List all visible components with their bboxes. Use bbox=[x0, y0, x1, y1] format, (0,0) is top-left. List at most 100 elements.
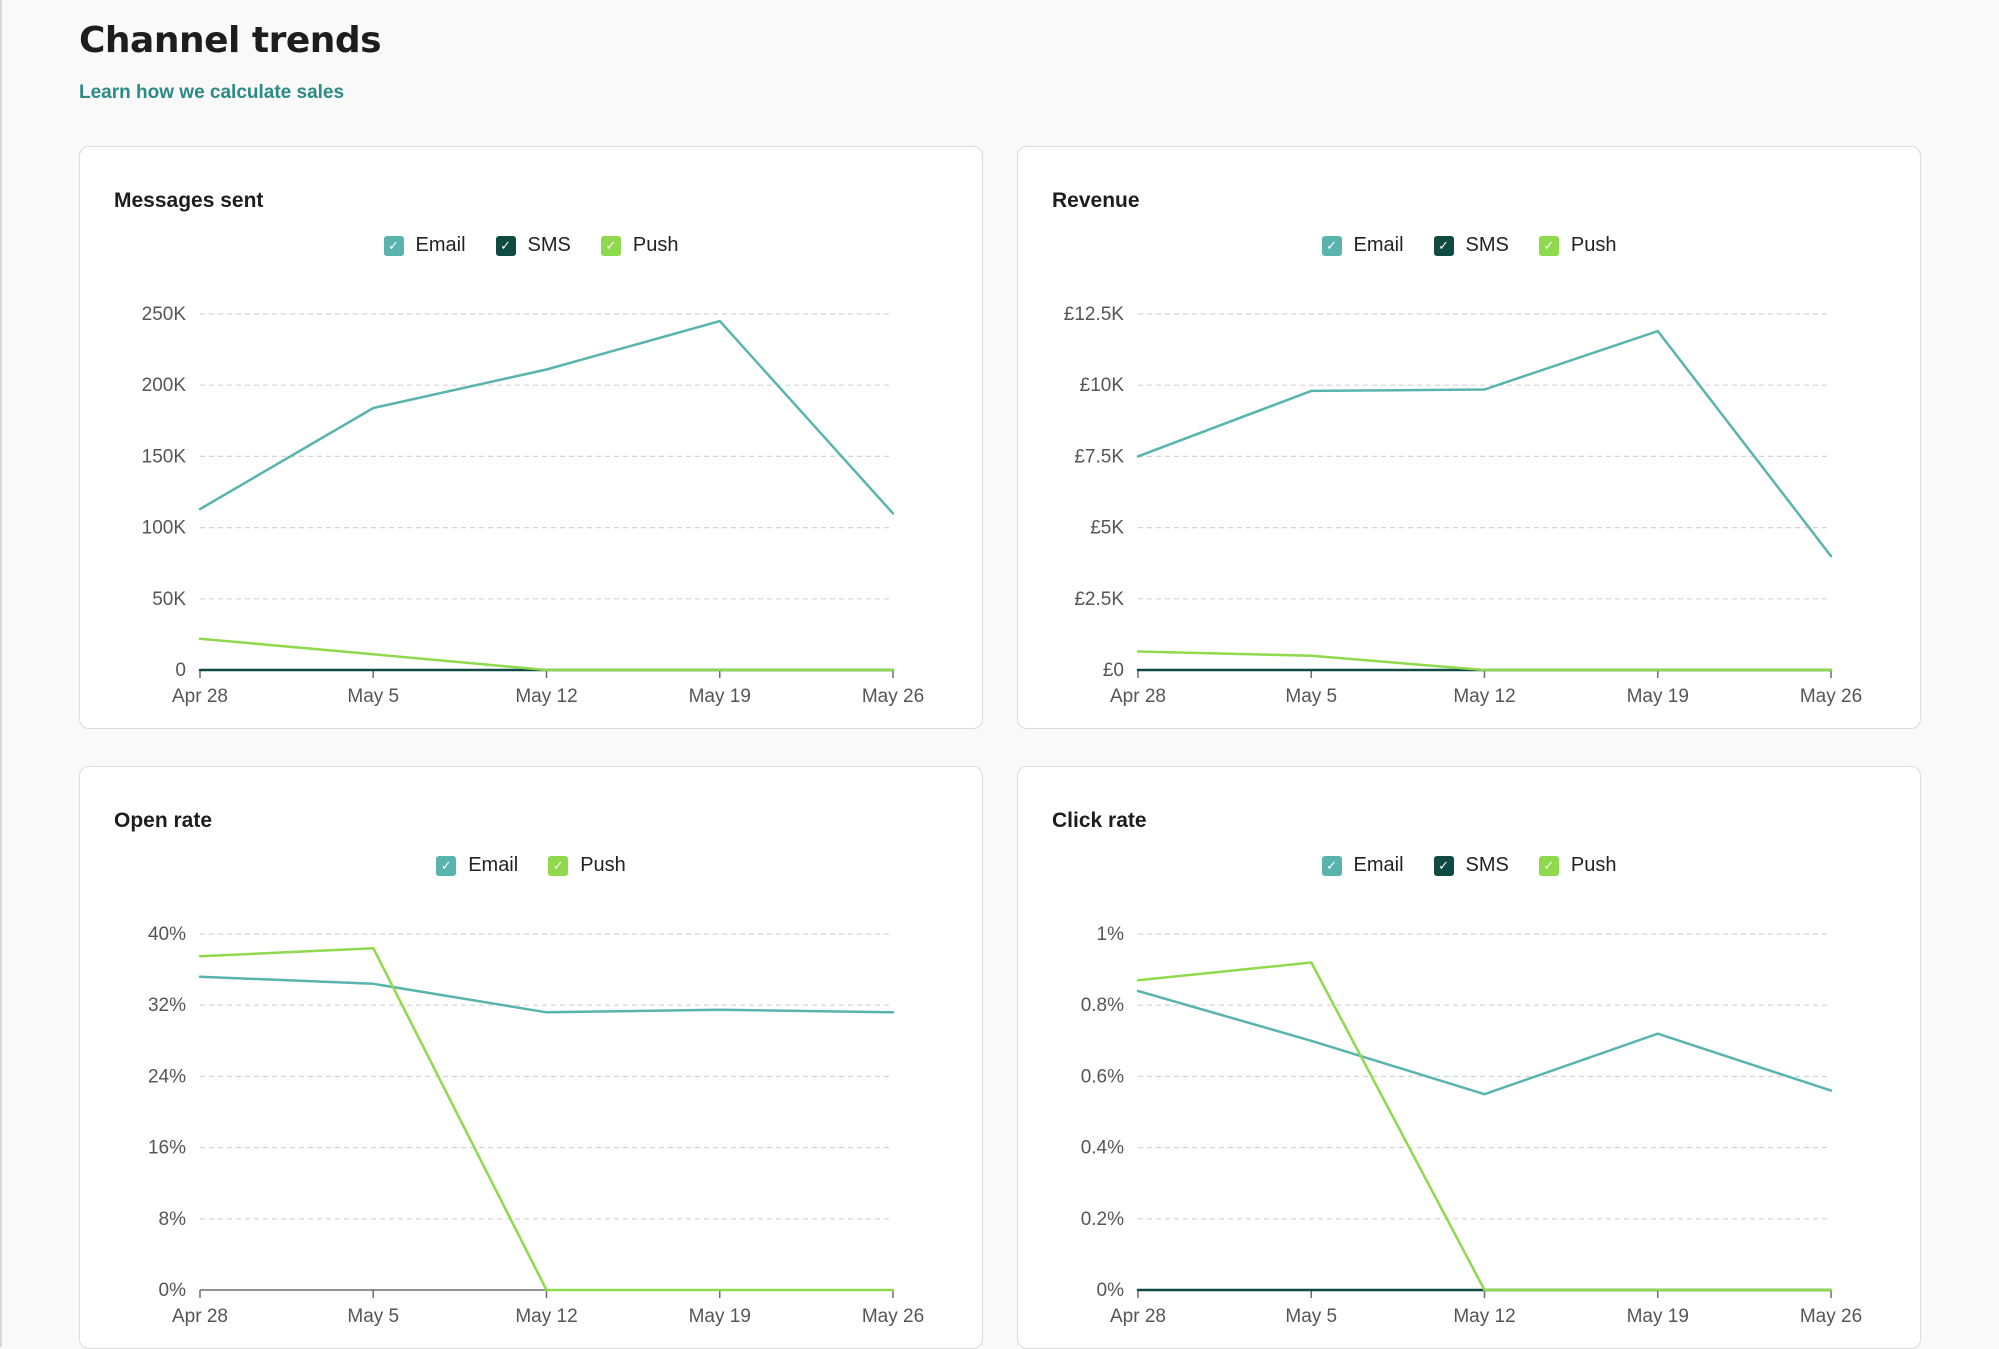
legend-label: Email bbox=[1353, 234, 1404, 256]
y-tick-label: 1% bbox=[1097, 924, 1125, 945]
legend-item-email[interactable]: ✓ Email bbox=[383, 234, 466, 257]
legend-label: Email bbox=[415, 234, 466, 256]
checkbox-icon: ✓ bbox=[600, 235, 621, 256]
checkbox-icon: ✓ bbox=[548, 855, 569, 876]
open-rate-card: Open rate ✓ Email ✓ Push 0% 8% 16% 24% 32% 40% Ap… bbox=[79, 766, 983, 1349]
checkbox-icon: ✓ bbox=[1321, 235, 1342, 256]
legend-label: Push bbox=[632, 234, 679, 256]
card-title: Revenue bbox=[1052, 189, 1140, 212]
click-rate-chart: 0% 0.2% 0.4% 0.6% 0.8% 1% Apr 28 May 5 May 12 May… bbox=[1081, 924, 1862, 1327]
x-tick-label: May 5 bbox=[347, 686, 399, 707]
messages-sent-card: Messages sent ✓ Email ✓ SMS ✓ Push 0 50K 100K 15… bbox=[79, 146, 983, 729]
x-tick-label: May 5 bbox=[1285, 686, 1337, 707]
card-title: Open rate bbox=[114, 809, 213, 832]
checkbox-icon: ✓ bbox=[1433, 855, 1454, 876]
x-tick-label: May 19 bbox=[1627, 686, 1689, 707]
y-tick-label: 32% bbox=[148, 995, 186, 1016]
x-tick-label: May 19 bbox=[689, 1306, 751, 1327]
y-tick-label: 250K bbox=[142, 304, 187, 325]
messages-sent-chart: 0 50K 100K 150K 200K 250K Apr 28 May 5 May 12 May… bbox=[142, 304, 925, 707]
x-tick-label: May 12 bbox=[515, 1306, 577, 1327]
chart-legend: ✓ Email ✓ SMS ✓ Push bbox=[1018, 234, 1920, 257]
legend-item-push[interactable]: ✓ Push bbox=[600, 234, 679, 257]
x-tick-label: May 26 bbox=[1800, 1306, 1862, 1327]
legend-label: SMS bbox=[527, 234, 571, 256]
x-tick-label: Apr 28 bbox=[172, 1306, 228, 1327]
legend-label: SMS bbox=[1465, 854, 1509, 876]
legend-item-sms[interactable]: ✓ SMS bbox=[1433, 854, 1509, 877]
y-tick-label: 8% bbox=[159, 1209, 187, 1230]
checkbox-icon: ✓ bbox=[436, 855, 457, 876]
window-edge bbox=[0, 0, 2, 1347]
legend-label: Push bbox=[580, 854, 626, 876]
series-line-push bbox=[198, 946, 895, 1292]
checkbox-icon: ✓ bbox=[1538, 855, 1559, 876]
x-tick-label: May 5 bbox=[1285, 1306, 1337, 1327]
legend-item-email[interactable]: ✓ Email bbox=[1321, 854, 1404, 877]
checkbox-icon: ✓ bbox=[495, 235, 516, 256]
series-line-push bbox=[1136, 650, 1833, 672]
y-tick-label: £7.5K bbox=[1074, 446, 1124, 467]
x-tick-label: May 12 bbox=[515, 686, 577, 707]
checkbox-icon: ✓ bbox=[1433, 235, 1454, 256]
legend-item-email[interactable]: ✓ Email bbox=[1321, 234, 1404, 257]
open-rate-chart: 0% 8% 16% 24% 32% 40% Apr 28 May 5 May 12 May 19 M… bbox=[148, 924, 924, 1327]
card-title: Click rate bbox=[1052, 809, 1147, 832]
page-title: Channel trends bbox=[79, 20, 382, 61]
x-tick-label: May 26 bbox=[862, 1306, 924, 1327]
legend-label: SMS bbox=[1465, 234, 1509, 256]
legend-item-push[interactable]: ✓ Push bbox=[548, 854, 626, 877]
x-tick-label: May 19 bbox=[689, 686, 751, 707]
chart-legend: ✓ Email ✓ Push bbox=[80, 854, 982, 877]
series-line-email bbox=[198, 319, 895, 515]
series-line-push bbox=[198, 637, 895, 672]
revenue-chart: £0 £2.5K £5K £7.5K £10K £12.5K Apr 28 May 5 May … bbox=[1064, 304, 1862, 707]
y-tick-label: 200K bbox=[142, 375, 187, 396]
x-tick-label: May 12 bbox=[1453, 686, 1515, 707]
revenue-card: Revenue ✓ Email ✓ SMS ✓ Push £0 £2.5K £5K £7.5K £… bbox=[1017, 146, 1921, 729]
legend-item-sms[interactable]: ✓ SMS bbox=[495, 234, 571, 257]
checkbox-icon: ✓ bbox=[1538, 235, 1559, 256]
legend-label: Email bbox=[468, 854, 519, 876]
x-tick-label: Apr 28 bbox=[1110, 686, 1166, 707]
legend-item-push[interactable]: ✓ Push bbox=[1538, 854, 1617, 877]
y-tick-label: £5K bbox=[1090, 518, 1124, 539]
y-tick-label: 0 bbox=[175, 660, 186, 681]
x-tick-label: Apr 28 bbox=[172, 686, 228, 707]
y-tick-label: £10K bbox=[1080, 375, 1125, 396]
y-tick-label: 0% bbox=[159, 1280, 187, 1301]
y-tick-label: 0.4% bbox=[1081, 1138, 1124, 1159]
y-tick-label: 0.2% bbox=[1081, 1209, 1124, 1230]
y-tick-label: 24% bbox=[148, 1066, 186, 1087]
legend-label: Push bbox=[1570, 234, 1617, 256]
legend-item-push[interactable]: ✓ Push bbox=[1538, 234, 1617, 257]
learn-how-link[interactable]: Learn how we calculate sales bbox=[79, 82, 345, 103]
chart-legend: ✓ Email ✓ SMS ✓ Push bbox=[1018, 854, 1920, 877]
legend-label: Email bbox=[1353, 854, 1404, 876]
y-tick-label: £0 bbox=[1103, 660, 1124, 681]
y-tick-label: £12.5K bbox=[1064, 304, 1125, 325]
y-tick-label: 40% bbox=[148, 924, 186, 945]
checkbox-icon: ✓ bbox=[383, 235, 404, 256]
series-line-email bbox=[198, 975, 895, 1014]
card-title: Messages sent bbox=[114, 189, 264, 212]
series-line-push bbox=[1136, 961, 1833, 1292]
y-tick-label: 0.8% bbox=[1081, 995, 1124, 1016]
series-line-email bbox=[1136, 329, 1833, 558]
y-tick-label: 16% bbox=[148, 1138, 186, 1159]
legend-label: Push bbox=[1570, 854, 1617, 876]
x-tick-label: May 26 bbox=[862, 686, 924, 707]
x-tick-label: May 12 bbox=[1453, 1306, 1515, 1327]
click-rate-card: Click rate ✓ Email ✓ SMS ✓ Push 0% 0.2% 0.4% 0.6… bbox=[1017, 766, 1921, 1349]
legend-item-sms[interactable]: ✓ SMS bbox=[1433, 234, 1509, 257]
x-tick-label: May 19 bbox=[1627, 1306, 1689, 1327]
x-tick-label: May 26 bbox=[1800, 686, 1862, 707]
x-tick-label: Apr 28 bbox=[1110, 1306, 1166, 1327]
legend-item-email[interactable]: ✓ Email bbox=[436, 854, 518, 877]
y-tick-label: £2.5K bbox=[1074, 589, 1124, 610]
y-tick-label: 150K bbox=[142, 446, 187, 467]
y-tick-label: 0% bbox=[1097, 1280, 1125, 1301]
y-tick-label: 50K bbox=[152, 589, 186, 610]
checkbox-icon: ✓ bbox=[1321, 855, 1342, 876]
y-tick-label: 0.6% bbox=[1081, 1066, 1124, 1087]
